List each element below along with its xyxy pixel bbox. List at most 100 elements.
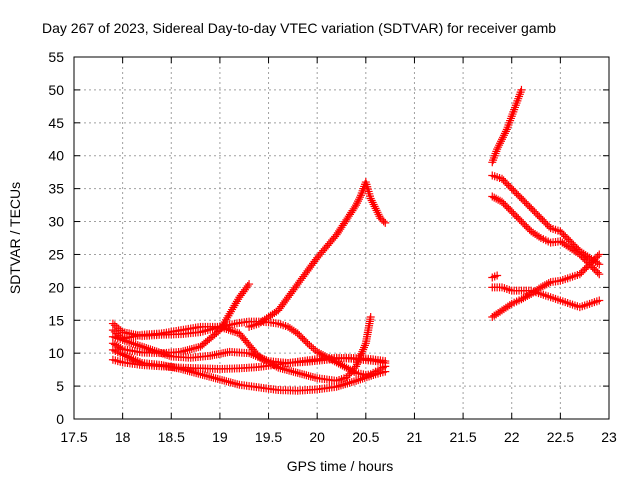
data-point — [517, 85, 526, 94]
y-tick-label: 20 — [48, 279, 64, 295]
data-point — [243, 281, 252, 290]
data-point — [225, 309, 234, 318]
data-point — [226, 307, 235, 316]
x-tick-label: 19.5 — [255, 429, 282, 445]
y-tick-label: 10 — [48, 345, 64, 361]
data-point — [355, 193, 364, 202]
data-point — [341, 380, 350, 389]
y-tick-label: 25 — [48, 246, 64, 262]
data-point — [307, 342, 316, 351]
data-point — [374, 210, 383, 219]
axis-ticks: 17.5 18 18.5 19 19.5 20 20.5 21 21.5 22 22.5 23 0 5 10… — [48, 49, 617, 445]
data-series — [488, 171, 604, 269]
data-point — [496, 139, 505, 148]
data-point — [355, 195, 364, 204]
data-series — [488, 85, 526, 167]
x-tick-label: 21 — [407, 429, 423, 445]
data-point — [368, 198, 377, 207]
data-point — [303, 339, 312, 348]
x-tick-label: 18.5 — [158, 429, 185, 445]
y-tick-label: 55 — [48, 49, 64, 65]
data-point — [493, 145, 502, 154]
data-point — [112, 329, 121, 338]
y-tick-label: 5 — [56, 378, 64, 394]
data-series — [108, 312, 375, 385]
data-layer — [108, 85, 604, 395]
plot-frame — [73, 56, 610, 420]
data-point — [494, 143, 503, 152]
data-point — [230, 301, 239, 310]
data-series — [488, 283, 604, 312]
data-point — [593, 252, 602, 261]
data-point — [595, 260, 604, 269]
data-point — [379, 217, 388, 226]
data-point — [595, 270, 604, 279]
data-point — [305, 341, 314, 350]
data-point — [224, 311, 233, 320]
data-point — [226, 326, 235, 335]
data-point — [367, 196, 376, 205]
data-point — [372, 206, 381, 215]
data-point — [272, 362, 281, 371]
data-point — [493, 271, 502, 280]
x-tick-label: 21.5 — [449, 429, 476, 445]
x-tick-label: 20 — [309, 429, 325, 445]
data-point — [544, 279, 553, 288]
data-point — [595, 296, 604, 305]
chart-title: Day 267 of 2023, Sidereal Day-to-day VTE… — [42, 20, 556, 36]
data-point — [497, 137, 506, 146]
data-point — [353, 199, 362, 208]
data-point — [161, 350, 170, 359]
data-point — [158, 349, 167, 358]
data-point — [231, 299, 240, 308]
x-tick-label: 19 — [212, 429, 228, 445]
data-point — [352, 376, 361, 385]
x-tick-label: 20.5 — [352, 429, 379, 445]
data-series — [108, 280, 254, 358]
data-series — [108, 345, 390, 395]
data-point — [116, 332, 125, 341]
x-tick-label: 22.5 — [547, 429, 574, 445]
data-point — [505, 301, 514, 310]
data-point — [534, 232, 543, 241]
y-tick-label: 30 — [48, 214, 64, 230]
data-point — [129, 339, 138, 348]
data-point — [229, 303, 238, 312]
data-series — [488, 192, 604, 279]
data-point — [371, 204, 380, 213]
data-point — [354, 197, 363, 206]
data-point — [381, 218, 390, 227]
data-point — [352, 201, 361, 210]
data-point — [108, 326, 117, 335]
data-point — [221, 315, 230, 324]
data-point — [381, 362, 390, 371]
x-axis-title: GPS time / hours — [287, 458, 394, 474]
data-point — [495, 141, 504, 150]
data-point — [144, 344, 153, 353]
data-point — [114, 331, 123, 340]
data-point — [309, 344, 318, 353]
data-point — [347, 378, 356, 387]
data-point — [232, 297, 241, 306]
y-tick-label: 50 — [48, 82, 64, 98]
y-tick-label: 40 — [48, 148, 64, 164]
data-point — [498, 133, 507, 142]
y-tick-label: 15 — [48, 312, 64, 328]
data-point — [373, 208, 382, 217]
data-point — [369, 200, 378, 209]
data-series — [245, 178, 390, 331]
data-point — [224, 325, 233, 334]
data-point — [366, 312, 375, 321]
data-point — [501, 127, 510, 136]
x-tick-label: 17.5 — [60, 429, 87, 445]
data-series — [488, 271, 502, 282]
data-point — [499, 131, 508, 140]
data-point — [595, 250, 604, 259]
data-point — [500, 129, 509, 138]
y-tick-label: 35 — [48, 181, 64, 197]
data-point — [498, 135, 506, 144]
data-point — [366, 194, 375, 203]
data-point — [110, 327, 119, 336]
y-tick-label: 0 — [56, 411, 64, 427]
